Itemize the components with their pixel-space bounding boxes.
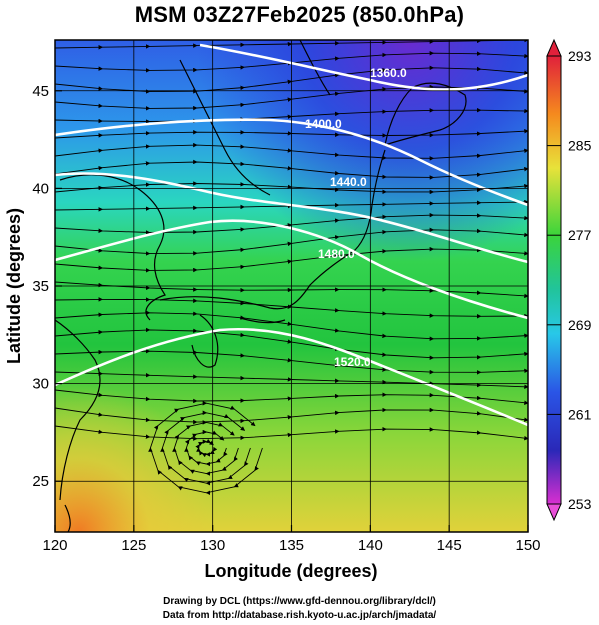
colorbar-tick-label: 261 — [568, 406, 592, 422]
streamline — [148, 400, 263, 496]
contour-1360 — [199, 43, 528, 91]
contour-1400 — [55, 118, 528, 207]
x-tick-label: 120 — [42, 537, 67, 554]
y-tick-label: 40 — [32, 180, 49, 197]
contour-label-1400: 1400.0 — [305, 117, 342, 131]
credit-drawing: Drawing by DCL (https://www.gfd-dennou.o… — [163, 596, 436, 607]
colorbar-tick-label: 293 — [568, 48, 592, 64]
contour-label-1440: 1440.0 — [330, 175, 367, 189]
x-tick-label: 130 — [200, 537, 225, 554]
colorbar-tick-label: 277 — [568, 227, 592, 243]
colorbar-tick-label: 285 — [568, 138, 592, 154]
taiwan-coastline — [64, 504, 71, 532]
x-tick-label: 145 — [437, 537, 462, 554]
colorbar-ramp — [546, 55, 562, 505]
credit-data: Data from http://database.rish.kyoto-u.a… — [162, 610, 437, 621]
x-axis: 120 125 130 135 140 145 150 — [42, 525, 541, 554]
colorbar: 293 285 277 269 261 253 — [546, 38, 592, 522]
colorbar-top-arrow — [546, 38, 562, 57]
colorbar-bottom-arrow — [546, 503, 562, 522]
x-axis-label: Longitude (degrees) — [204, 561, 377, 581]
x-tick-label: 150 — [515, 537, 540, 554]
chart-title: MSM 03Z27Feb2025 (850.0hPa) — [134, 2, 465, 27]
x-tick-label: 125 — [121, 537, 146, 554]
y-axis-label: Latitude (degrees) — [4, 208, 24, 364]
y-tick-label: 45 — [32, 83, 49, 100]
china-coastline — [55, 319, 101, 501]
colorbar-tick-label: 253 — [568, 496, 592, 512]
contour-1440 — [55, 172, 528, 264]
contour-label-1480: 1480.0 — [318, 247, 355, 261]
colorbar-tick-label: 269 — [568, 317, 592, 333]
y-tick-label: 25 — [32, 473, 49, 490]
height-contours — [55, 43, 528, 427]
x-tick-label: 140 — [358, 537, 383, 554]
contour-label-1360: 1360.0 — [370, 66, 407, 80]
y-tick-label: 35 — [32, 278, 49, 295]
grid — [55, 40, 528, 532]
contour-1480 — [55, 219, 528, 320]
y-tick-label: 30 — [32, 376, 49, 393]
y-axis: 25 30 35 40 45 — [32, 83, 62, 490]
contour-label-1520: 1520.0 — [334, 355, 371, 369]
contour-1520 — [55, 327, 528, 427]
x-tick-label: 135 — [279, 537, 304, 554]
